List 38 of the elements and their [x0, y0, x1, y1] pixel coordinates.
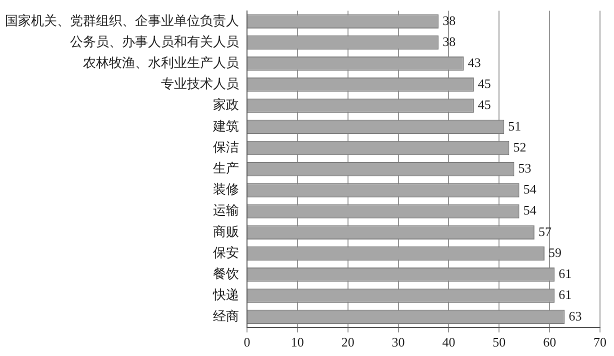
- y-tick-label: 经商: [213, 308, 239, 324]
- y-tick-label: 保安: [213, 244, 239, 260]
- data-label: 61: [558, 287, 572, 302]
- data-label: 53: [518, 160, 532, 176]
- data-label: 45: [478, 76, 491, 92]
- y-tick-label: 生产: [213, 160, 239, 176]
- data-label: 51: [508, 118, 522, 134]
- x-tick-label: 30: [392, 334, 405, 350]
- data-label: 59: [548, 244, 562, 260]
- data-label: 57: [538, 224, 552, 239]
- data-label: 61: [558, 266, 572, 282]
- data-label: 38: [442, 12, 456, 28]
- y-tick-label: 装修: [213, 182, 239, 197]
- y-tick-label: 保洁: [213, 139, 239, 154]
- data-label: 63: [568, 308, 582, 324]
- data-label: 52: [513, 139, 526, 154]
- x-tick-label: 0: [244, 334, 250, 350]
- y-tick-label: 国家机关、党群组织、企事业单位负责人: [5, 12, 239, 28]
- y-tick-label: 运输: [213, 202, 239, 218]
- y-tick-label: 快递: [212, 287, 239, 302]
- x-tick-label: 20: [341, 334, 354, 350]
- data-label: 43: [468, 54, 481, 70]
- x-tick-label: 50: [492, 334, 506, 350]
- y-tick-label: 农林牧渔、水利业生产人员: [83, 54, 239, 70]
- x-tick-label: 60: [543, 334, 556, 350]
- y-tick-label: 公务员、办事人员和有关人员: [70, 34, 239, 49]
- data-label: 54: [523, 202, 537, 218]
- y-tick-label: 建筑: [212, 118, 239, 134]
- data-label: 38: [442, 34, 456, 49]
- x-tick-label: 70: [594, 334, 606, 350]
- x-tick-label: 10: [290, 334, 304, 350]
- x-tick-label: 40: [442, 334, 456, 350]
- y-tick-label: 餐饮: [213, 266, 239, 282]
- data-label: 45: [478, 97, 491, 112]
- data-label: 54: [523, 182, 537, 197]
- y-tick-label: 商贩: [213, 224, 239, 239]
- y-tick-label: 家政: [213, 97, 239, 112]
- y-tick-label: 专业技术人员: [161, 76, 239, 92]
